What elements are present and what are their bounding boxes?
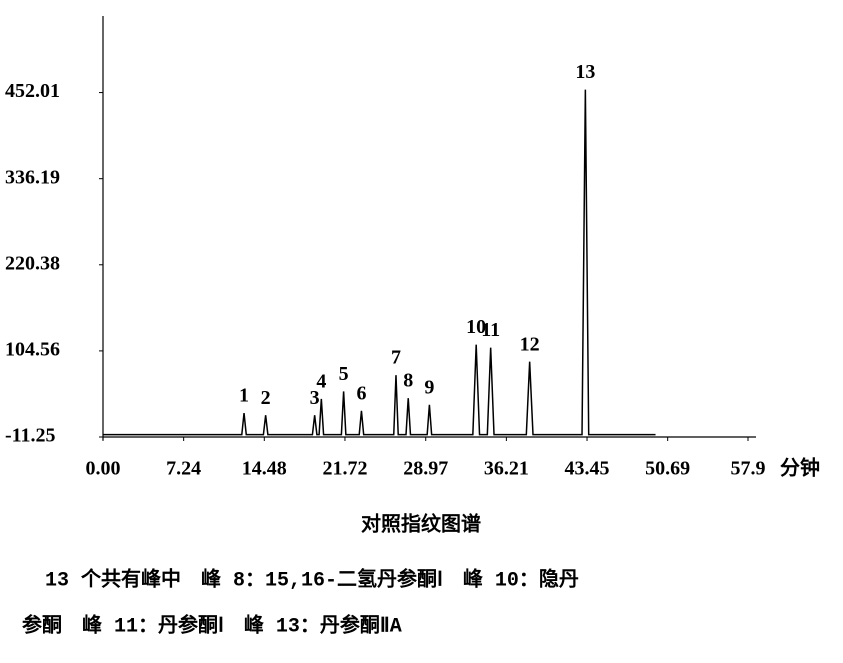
- peak-label: 3: [310, 387, 320, 409]
- x-tick-label: 14.48: [242, 458, 287, 480]
- peak-label: 7: [391, 347, 401, 369]
- x-tick-label: 50.69: [645, 458, 690, 480]
- x-tick-label: 43.45: [565, 458, 610, 480]
- peak-label: 11: [481, 319, 500, 341]
- peak-label: 13: [575, 61, 595, 83]
- y-tick-label: 452.01: [5, 80, 60, 102]
- peak-label: 8: [403, 370, 413, 392]
- x-tick-label: 0.00: [86, 458, 121, 480]
- x-tick-label: 7.24: [166, 458, 201, 480]
- peak-label: 1: [239, 385, 249, 407]
- x-tick-label: 28.97: [403, 458, 448, 480]
- y-tick-label: 104.56: [5, 338, 60, 360]
- peak-label: 12: [520, 333, 540, 355]
- x-tick-label: 36.21: [484, 458, 529, 480]
- peak-label: 2: [261, 387, 271, 409]
- peak-label: 10: [466, 316, 486, 338]
- peak-label: 4: [316, 370, 326, 392]
- signal-line: [103, 89, 656, 436]
- peak-label: 9: [424, 376, 434, 398]
- y-tick-label: 336.19: [5, 166, 60, 188]
- note-line: 13 个共有峰中 峰 8：15,16-二氢丹参酮Ⅰ 峰 10：隐丹: [45, 566, 579, 592]
- y-tick-label: -11.25: [5, 425, 56, 447]
- x-tick-label: 21.72: [322, 458, 367, 480]
- y-tick-label: 220.38: [5, 252, 60, 274]
- x-tick-label: 57.9: [731, 458, 766, 480]
- peak-label: 6: [356, 382, 366, 404]
- caption: 对照指纹图谱: [361, 512, 481, 536]
- x-axis-label: 分钟: [780, 456, 820, 480]
- peak-label: 5: [339, 363, 349, 385]
- note-line: 参酮 峰 11：丹参酮Ⅰ 峰 13：丹参酮ⅡA: [22, 612, 402, 638]
